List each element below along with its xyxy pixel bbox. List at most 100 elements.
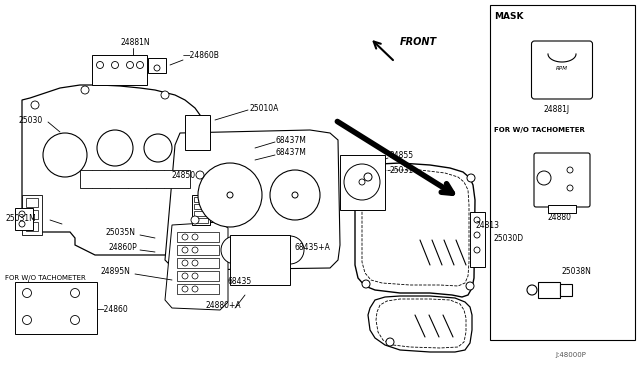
Bar — [26, 210, 38, 219]
Circle shape — [182, 273, 188, 279]
Circle shape — [182, 286, 188, 292]
Bar — [177, 245, 219, 255]
Text: RPM: RPM — [556, 65, 568, 71]
Text: 25038N: 25038N — [562, 267, 592, 276]
Circle shape — [270, 170, 320, 220]
Bar — [148, 58, 166, 73]
Circle shape — [537, 171, 551, 185]
Bar — [80, 170, 190, 188]
Circle shape — [22, 289, 31, 298]
Circle shape — [97, 61, 104, 68]
Circle shape — [192, 273, 198, 279]
Circle shape — [362, 280, 370, 288]
Circle shape — [22, 315, 31, 324]
Bar — [177, 271, 219, 281]
Circle shape — [19, 221, 25, 227]
Polygon shape — [165, 130, 340, 270]
Bar — [194, 211, 208, 216]
Text: MASK: MASK — [494, 12, 524, 20]
Bar — [230, 235, 290, 285]
Bar — [26, 198, 38, 207]
Circle shape — [227, 192, 233, 198]
Polygon shape — [165, 222, 228, 310]
Polygon shape — [376, 299, 466, 348]
Circle shape — [198, 163, 262, 227]
Bar — [192, 195, 210, 225]
Circle shape — [136, 61, 143, 68]
Bar — [470, 212, 485, 267]
Circle shape — [161, 91, 169, 99]
Text: 24880: 24880 — [548, 212, 572, 221]
Circle shape — [127, 61, 134, 68]
Text: 68437M: 68437M — [276, 135, 307, 144]
Polygon shape — [362, 170, 469, 286]
Circle shape — [43, 133, 87, 177]
Polygon shape — [355, 163, 475, 297]
Text: 25030D: 25030D — [494, 234, 524, 243]
Text: 24895N: 24895N — [100, 267, 130, 276]
Circle shape — [221, 236, 249, 264]
Circle shape — [359, 179, 365, 185]
Circle shape — [144, 134, 172, 162]
Text: FOR W/O TACHOMETER: FOR W/O TACHOMETER — [5, 275, 86, 281]
Bar — [490, 5, 635, 340]
Text: 25031M: 25031M — [5, 214, 36, 222]
Text: 24881N: 24881N — [120, 38, 150, 46]
Text: —24860B: —24860B — [183, 51, 220, 60]
Text: FOR W/O TACHOMETER: FOR W/O TACHOMETER — [494, 127, 585, 133]
FancyBboxPatch shape — [531, 41, 593, 99]
Text: 24860P: 24860P — [108, 244, 137, 253]
Bar — [340, 155, 385, 210]
Bar — [560, 284, 572, 296]
Bar — [548, 205, 576, 213]
Circle shape — [364, 173, 372, 181]
Circle shape — [191, 216, 199, 224]
Circle shape — [97, 130, 133, 166]
Bar — [538, 282, 560, 298]
Bar — [177, 258, 219, 268]
Circle shape — [344, 164, 380, 200]
Circle shape — [182, 247, 188, 253]
Bar — [185, 115, 210, 150]
Bar — [194, 204, 208, 209]
FancyBboxPatch shape — [534, 153, 590, 207]
Circle shape — [276, 236, 304, 264]
Circle shape — [81, 86, 89, 94]
Circle shape — [192, 260, 198, 266]
Text: 68437M: 68437M — [276, 148, 307, 157]
Circle shape — [192, 234, 198, 240]
Polygon shape — [22, 85, 215, 255]
Circle shape — [70, 289, 79, 298]
Circle shape — [154, 65, 160, 71]
Bar — [22, 195, 42, 235]
Circle shape — [196, 171, 204, 179]
Text: 68435+A: 68435+A — [295, 244, 331, 253]
Bar — [15, 282, 97, 334]
Circle shape — [474, 217, 480, 223]
Text: 25035N: 25035N — [105, 228, 135, 237]
Circle shape — [196, 116, 204, 124]
Circle shape — [192, 286, 198, 292]
Circle shape — [292, 192, 298, 198]
Circle shape — [111, 61, 118, 68]
Text: 24813: 24813 — [476, 221, 500, 230]
Text: —24860: —24860 — [97, 305, 129, 314]
Circle shape — [474, 232, 480, 238]
Text: 25010A: 25010A — [250, 103, 280, 112]
Circle shape — [474, 247, 480, 253]
Bar — [194, 218, 208, 223]
Circle shape — [70, 315, 79, 324]
Text: 68435: 68435 — [228, 278, 252, 286]
Circle shape — [182, 234, 188, 240]
Circle shape — [182, 260, 188, 266]
Text: FRONT: FRONT — [400, 37, 437, 47]
Text: 24855: 24855 — [390, 151, 414, 160]
Circle shape — [386, 338, 394, 346]
Bar — [177, 284, 219, 294]
Circle shape — [192, 247, 198, 253]
Text: 24880+A: 24880+A — [205, 301, 241, 310]
Circle shape — [466, 282, 474, 290]
Circle shape — [527, 285, 537, 295]
Polygon shape — [368, 296, 472, 352]
Bar — [194, 197, 208, 202]
